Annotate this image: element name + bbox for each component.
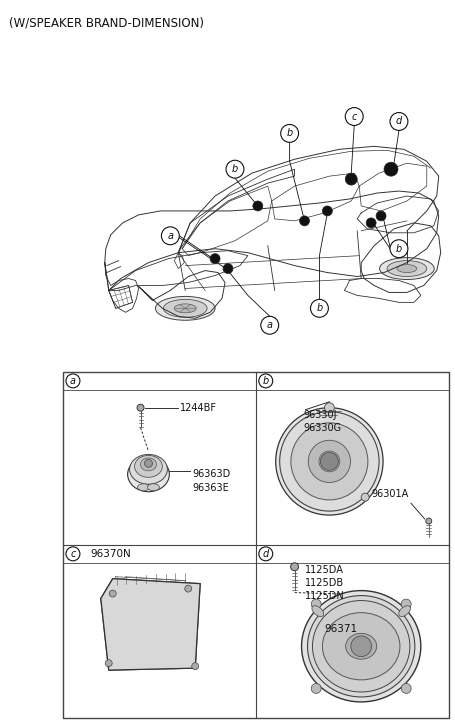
- Ellipse shape: [301, 590, 420, 702]
- Ellipse shape: [275, 408, 382, 515]
- Text: a: a: [266, 320, 272, 330]
- Text: a: a: [167, 230, 173, 241]
- Text: (W/SPEAKER BRAND-DIMENSION): (W/SPEAKER BRAND-DIMENSION): [9, 16, 204, 29]
- Text: 96370N: 96370N: [91, 549, 131, 559]
- Text: d: d: [395, 116, 401, 126]
- Circle shape: [109, 590, 116, 597]
- Ellipse shape: [137, 483, 149, 491]
- Circle shape: [389, 240, 407, 257]
- Text: b: b: [262, 376, 268, 386]
- Circle shape: [105, 659, 112, 667]
- Ellipse shape: [155, 297, 215, 321]
- Circle shape: [280, 124, 298, 142]
- Circle shape: [310, 300, 328, 317]
- Ellipse shape: [163, 300, 207, 317]
- Ellipse shape: [318, 451, 339, 472]
- Circle shape: [350, 636, 371, 656]
- Text: d: d: [262, 549, 268, 559]
- Text: b: b: [231, 164, 238, 174]
- Bar: [63, 372, 448, 718]
- Circle shape: [344, 108, 362, 126]
- Ellipse shape: [307, 595, 414, 697]
- Ellipse shape: [308, 441, 350, 483]
- Circle shape: [365, 218, 375, 228]
- Ellipse shape: [386, 261, 426, 276]
- Text: 96301A: 96301A: [371, 489, 408, 499]
- Ellipse shape: [134, 455, 162, 478]
- Text: b: b: [395, 244, 401, 254]
- Circle shape: [311, 599, 320, 609]
- Circle shape: [400, 599, 410, 609]
- Ellipse shape: [379, 257, 433, 279]
- Text: 96363D
96363E: 96363D 96363E: [192, 470, 230, 493]
- Ellipse shape: [147, 483, 159, 491]
- Text: 1125DA
1125DB
1125DN: 1125DA 1125DB 1125DN: [304, 565, 344, 601]
- Text: 1244BF: 1244BF: [180, 403, 217, 413]
- Text: c: c: [351, 111, 356, 121]
- Circle shape: [184, 585, 191, 592]
- Circle shape: [210, 254, 220, 264]
- Text: 96371: 96371: [324, 624, 357, 635]
- Circle shape: [383, 162, 397, 176]
- Circle shape: [389, 113, 407, 130]
- Ellipse shape: [140, 458, 156, 471]
- Ellipse shape: [129, 454, 167, 484]
- Ellipse shape: [322, 613, 399, 680]
- Circle shape: [311, 683, 320, 694]
- Circle shape: [222, 264, 233, 273]
- Circle shape: [375, 211, 385, 221]
- Text: a: a: [70, 376, 76, 386]
- Ellipse shape: [311, 606, 323, 616]
- Text: 96330J
96330G: 96330J 96330G: [303, 410, 341, 433]
- Ellipse shape: [398, 606, 410, 616]
- Circle shape: [191, 663, 198, 670]
- Ellipse shape: [312, 601, 409, 692]
- Circle shape: [324, 403, 334, 413]
- Circle shape: [252, 201, 262, 211]
- Circle shape: [260, 316, 278, 334]
- Circle shape: [299, 216, 309, 226]
- Circle shape: [161, 227, 179, 245]
- Circle shape: [322, 206, 332, 216]
- Circle shape: [144, 459, 152, 467]
- Ellipse shape: [174, 304, 196, 313]
- Circle shape: [290, 563, 298, 571]
- Ellipse shape: [396, 265, 416, 273]
- Circle shape: [425, 518, 431, 524]
- Ellipse shape: [279, 411, 378, 511]
- Text: b: b: [316, 303, 322, 313]
- Circle shape: [226, 160, 243, 178]
- Circle shape: [360, 493, 369, 501]
- Circle shape: [400, 683, 410, 694]
- Circle shape: [66, 374, 80, 387]
- Circle shape: [320, 452, 338, 470]
- Ellipse shape: [345, 633, 376, 659]
- Circle shape: [258, 374, 272, 387]
- Circle shape: [137, 404, 144, 411]
- Circle shape: [258, 547, 272, 561]
- Circle shape: [344, 173, 356, 185]
- Circle shape: [66, 547, 80, 561]
- Text: c: c: [70, 549, 76, 559]
- Ellipse shape: [290, 423, 367, 500]
- Ellipse shape: [127, 457, 169, 491]
- Polygon shape: [101, 579, 200, 670]
- Text: b: b: [286, 129, 292, 138]
